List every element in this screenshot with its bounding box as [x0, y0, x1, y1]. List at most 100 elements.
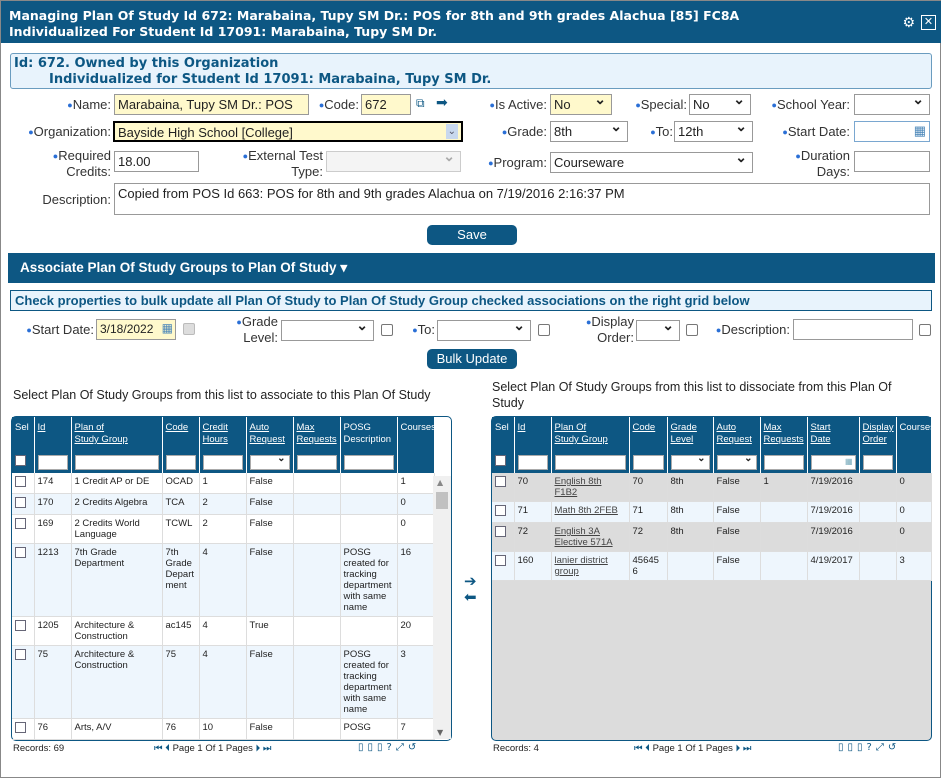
column-header[interactable]: Auto Request	[713, 417, 761, 453]
duration-input[interactable]	[854, 151, 930, 172]
column-header[interactable]: Id	[34, 417, 72, 453]
section-header[interactable]: Associate Plan Of Study Groups to Plan O…	[8, 253, 935, 283]
column-header[interactable]: Display Order	[859, 417, 897, 453]
filter-cell[interactable]	[629, 453, 668, 473]
table-row[interactable]: 1205 Architecture & Construction ac145 4 Tru…	[12, 616, 435, 646]
column-header[interactable]: Courses	[397, 417, 435, 453]
bulk-description-checkbox[interactable]	[919, 324, 931, 336]
filter-cell[interactable]	[397, 453, 435, 473]
left-grid-tools[interactable]: ▯▯▯?⤢↺	[358, 742, 421, 753]
filter-cell[interactable]	[199, 453, 247, 473]
gear-icon[interactable]: ⚙	[902, 15, 915, 31]
filter-cell[interactable]	[514, 453, 552, 473]
filter-cell[interactable]	[859, 453, 897, 473]
row-checkbox[interactable]	[15, 476, 26, 487]
filter-cell[interactable]: ⌄	[713, 453, 761, 473]
column-header[interactable]: Grade Level	[667, 417, 714, 453]
column-header[interactable]: POSG Description	[340, 417, 398, 453]
row-checkbox[interactable]	[495, 526, 506, 537]
column-header[interactable]: Sel	[12, 417, 35, 453]
row-checkbox[interactable]	[15, 497, 26, 508]
to-select[interactable]: 12th	[674, 121, 753, 142]
bulk-start-input[interactable]: 3/18/2022 ▦	[96, 319, 176, 340]
start-date-input[interactable]: ▦	[854, 121, 930, 142]
active-select[interactable]: No	[550, 94, 612, 115]
bulk-grade-select[interactable]	[281, 320, 374, 341]
filter-cell[interactable]	[34, 453, 72, 473]
organization-select[interactable]: Bayside High School [College] ⌄	[113, 121, 463, 142]
group-link[interactable]: English 8th F1B2	[554, 476, 602, 498]
name-input[interactable]: Marabaina, Tupy SM Dr.: POS	[114, 94, 309, 115]
column-header[interactable]: Sel	[492, 417, 515, 453]
filter-cell[interactable]	[896, 453, 932, 473]
special-select[interactable]: No	[689, 94, 751, 115]
row-checkbox[interactable]	[495, 476, 506, 487]
row-checkbox[interactable]	[15, 722, 26, 733]
column-header[interactable]: Credit Hours	[199, 417, 247, 453]
table-row[interactable]: 169 2 Credits World Language TCWL 2 False 0	[12, 514, 435, 544]
table-row[interactable]: 71 Math 8th 2FEB 71 8th False 7/19/2016 0	[492, 501, 932, 523]
filter-cell[interactable]	[340, 453, 398, 473]
code-input[interactable]: 672	[361, 94, 411, 115]
goto-icon[interactable]: ➡	[436, 95, 448, 111]
column-header[interactable]: Start Date	[807, 417, 860, 453]
filter-cell[interactable]	[551, 453, 630, 473]
calendar-icon[interactable]: ▦	[161, 321, 173, 335]
bulk-to-select[interactable]	[437, 320, 531, 341]
group-link[interactable]: lanier district group	[554, 555, 608, 577]
filter-cell[interactable]	[760, 453, 808, 473]
bulk-grade-checkbox[interactable]	[381, 324, 393, 336]
credits-input[interactable]: 18.00	[114, 151, 199, 172]
column-header[interactable]: Plan of Study Group	[71, 417, 163, 453]
row-checkbox[interactable]	[495, 505, 506, 516]
column-header[interactable]: Plan Of Study Group	[551, 417, 630, 453]
filter-cell[interactable]	[492, 453, 515, 473]
bulk-update-button[interactable]: Bulk Update	[427, 349, 517, 369]
row-checkbox[interactable]	[15, 547, 26, 558]
row-checkbox[interactable]	[495, 555, 506, 566]
bulk-order-select[interactable]	[636, 320, 680, 341]
column-header[interactable]: Courses	[896, 417, 932, 453]
right-grid-tools[interactable]: ▯▯▯?⤢↺	[838, 742, 901, 753]
table-row[interactable]: 1213 7th Grade Department 7th Grade Depart…	[12, 543, 435, 617]
move-right-icon[interactable]: ➔	[464, 572, 477, 590]
table-row[interactable]: 160 lanier district group 456456 False 4/19/…	[492, 551, 932, 581]
left-pager[interactable]: ⏮ ⏴ Page 1 Of 1 Pages ⏵ ⏭	[154, 743, 272, 754]
filter-cell[interactable]: ▦	[807, 453, 860, 473]
bulk-order-checkbox[interactable]	[686, 324, 698, 336]
save-button[interactable]: Save	[427, 225, 517, 245]
table-row[interactable]: 75 Architecture & Construction 75 4 False POS…	[12, 645, 435, 719]
group-link[interactable]: English 3A Elective 571A	[554, 526, 613, 548]
group-link[interactable]: Math 8th 2FEB	[554, 505, 618, 516]
row-checkbox[interactable]	[15, 518, 26, 529]
column-header[interactable]: Auto Request	[246, 417, 294, 453]
filter-cell[interactable]	[162, 453, 200, 473]
column-header[interactable]: Max Requests	[760, 417, 808, 453]
filter-cell[interactable]: ⌄	[246, 453, 294, 473]
column-header[interactable]: Code	[629, 417, 668, 453]
column-header[interactable]: Max Requests	[293, 417, 341, 453]
left-grid-scrollbar[interactable]: ▲ ▼	[433, 476, 451, 739]
calendar-icon[interactable]: ▦	[913, 123, 926, 138]
table-row[interactable]: 70 English 8th F1B2 70 8th False 1 7/19/2016 0	[492, 473, 932, 502]
move-left-icon[interactable]: ⬅	[464, 588, 477, 606]
column-header[interactable]: Code	[162, 417, 200, 453]
bulk-start-checkbox[interactable]	[183, 323, 195, 335]
program-select[interactable]: Courseware	[550, 152, 753, 173]
filter-cell[interactable]	[71, 453, 163, 473]
bulk-description-input[interactable]	[793, 319, 913, 340]
school-year-select[interactable]	[854, 94, 930, 115]
right-pager[interactable]: ⏮ ⏴ Page 1 Of 1 Pages ⏵ ⏭	[634, 743, 752, 754]
table-row[interactable]: 76 Arts, A/V 76 10 False POSG 7	[12, 718, 435, 740]
filter-cell[interactable]	[293, 453, 341, 473]
table-row[interactable]: 72 English 3A Elective 571A 72 8th False 7/19…	[492, 522, 932, 552]
external-test-select[interactable]	[326, 151, 461, 172]
column-header[interactable]: Id	[514, 417, 552, 453]
row-checkbox[interactable]	[15, 649, 26, 660]
bulk-to-checkbox[interactable]	[538, 324, 550, 336]
filter-cell[interactable]: ⌄	[667, 453, 714, 473]
close-icon[interactable]: ✕	[921, 15, 936, 30]
table-row[interactable]: 174 1 Credit AP or DE OCAD 1 False 1	[12, 473, 435, 494]
copy-icon[interactable]: ⧉	[416, 96, 425, 110]
row-checkbox[interactable]	[15, 620, 26, 631]
